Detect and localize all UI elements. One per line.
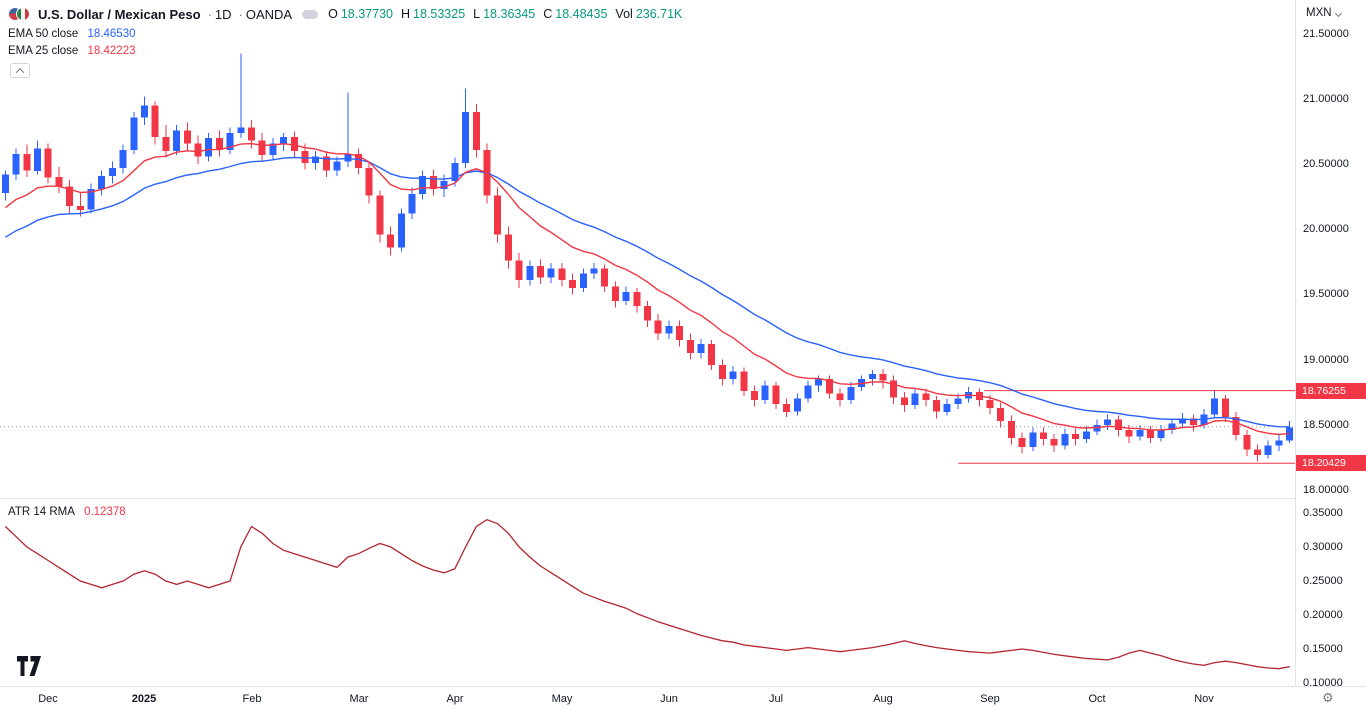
ema50-label: EMA 50 close [8, 28, 79, 40]
time-axis-label: Mar [349, 693, 369, 705]
time-axis-label: Jun [660, 693, 678, 705]
atr-legend[interactable]: ATR 14 RMA 0.12378 [8, 506, 126, 518]
atr-tick-label: 0.25000 [1303, 575, 1343, 587]
separator-dot: · [238, 6, 243, 22]
atr-tick-label: 0.15000 [1303, 643, 1343, 655]
price-tick-label: 18.00000 [1303, 484, 1349, 496]
time-axis-label: Apr [446, 693, 464, 705]
close-label: C [543, 7, 553, 21]
symbol-title[interactable]: U.S. Dollar / Mexican Peso [38, 6, 201, 22]
atr-tick-label: 0.35000 [1303, 507, 1343, 519]
open-label: O [328, 7, 338, 21]
atr-tick-label: 0.30000 [1303, 541, 1343, 553]
symbol-pair-icon [8, 6, 32, 22]
currency-dropdown[interactable]: MXN [1302, 3, 1360, 23]
volume-value: 236.71K [635, 7, 683, 21]
price-tick-label: 19.00000 [1303, 354, 1349, 366]
price-level-tag[interactable]: 18.20429 [1296, 455, 1366, 471]
high-value: 18.53325 [413, 7, 466, 21]
mxn-flag-icon [16, 7, 30, 21]
high-label: H [400, 7, 411, 21]
chart-legend-header: U.S. Dollar / Mexican Peso · 1D · OANDA … [8, 6, 690, 22]
atr-chart-canvas[interactable] [0, 500, 1295, 686]
time-axis-label: Sep [980, 693, 1000, 705]
time-axis-label: Feb [242, 693, 262, 705]
time-axis-label: Aug [873, 693, 893, 705]
close-value: 18.48435 [555, 7, 608, 21]
price-tick-label: 20.50000 [1303, 158, 1349, 170]
ema25-legend[interactable]: EMA 25 close 18.42223 [8, 45, 136, 57]
time-axis-label: Oct [1088, 693, 1106, 705]
low-value: 18.36345 [483, 7, 536, 21]
ema50-legend[interactable]: EMA 50 close 18.46530 [8, 28, 136, 40]
volume: Vol 236.71K [615, 7, 682, 21]
low-label: L [473, 7, 481, 21]
price-tick-label: 18.50000 [1303, 419, 1349, 431]
price-chart-canvas[interactable] [0, 0, 1295, 497]
ohlc-open: O 18.37730 [328, 7, 393, 21]
exchange-label[interactable]: OANDA [245, 6, 293, 22]
atr-label: ATR 14 RMA [8, 506, 75, 518]
currency-label: MXN [1306, 7, 1332, 19]
time-scale[interactable]: ⚙ Dec 2025 Feb Mar Apr May Jun Jul Aug Sep Oct Nov [0, 686, 1366, 710]
price-tick-label: 19.50000 [1303, 288, 1349, 300]
separator-dot: · [207, 6, 212, 22]
price-scale[interactable]: MXN 21.50000 21.00000 20.50000 20.00000 19.5… [1295, 0, 1366, 689]
pane-separator[interactable] [0, 498, 1366, 499]
time-axis-label: Jul [768, 693, 784, 705]
legend-collapse-button[interactable] [10, 63, 30, 78]
ohlc-high: H 18.53325 [401, 7, 465, 21]
price-tick-label: 20.00000 [1303, 223, 1349, 235]
volume-label: Vol [615, 7, 633, 21]
price-tick-label: 21.00000 [1303, 93, 1349, 105]
market-status-pill-icon[interactable] [302, 9, 319, 19]
tradingview-logo[interactable] [16, 655, 42, 677]
price-level-tag[interactable]: 18.76255 [1296, 383, 1366, 399]
settings-gear-icon[interactable]: ⚙ [1322, 690, 1334, 705]
ohlc-low: L 18.36345 [473, 7, 535, 21]
atr-tick-label: 0.20000 [1303, 609, 1343, 621]
ema25-value: 18.42223 [87, 45, 136, 57]
ema25-label: EMA 25 close [8, 45, 79, 57]
price-tick-label: 21.50000 [1303, 28, 1349, 40]
ohlc-close: C 18.48435 [543, 7, 607, 21]
time-axis-label: May [551, 693, 573, 705]
timeframe-button[interactable]: 1D [214, 6, 232, 22]
open-value: 18.37730 [340, 7, 393, 21]
chevron-down-icon [1334, 9, 1342, 17]
time-axis-label: Dec [38, 693, 58, 705]
chevron-up-icon [15, 67, 25, 77]
time-axis-label: 2025 [131, 693, 157, 705]
ema50-value: 18.46530 [87, 28, 136, 40]
atr-value: 0.12378 [84, 506, 126, 518]
time-axis-label: Nov [1194, 693, 1214, 705]
